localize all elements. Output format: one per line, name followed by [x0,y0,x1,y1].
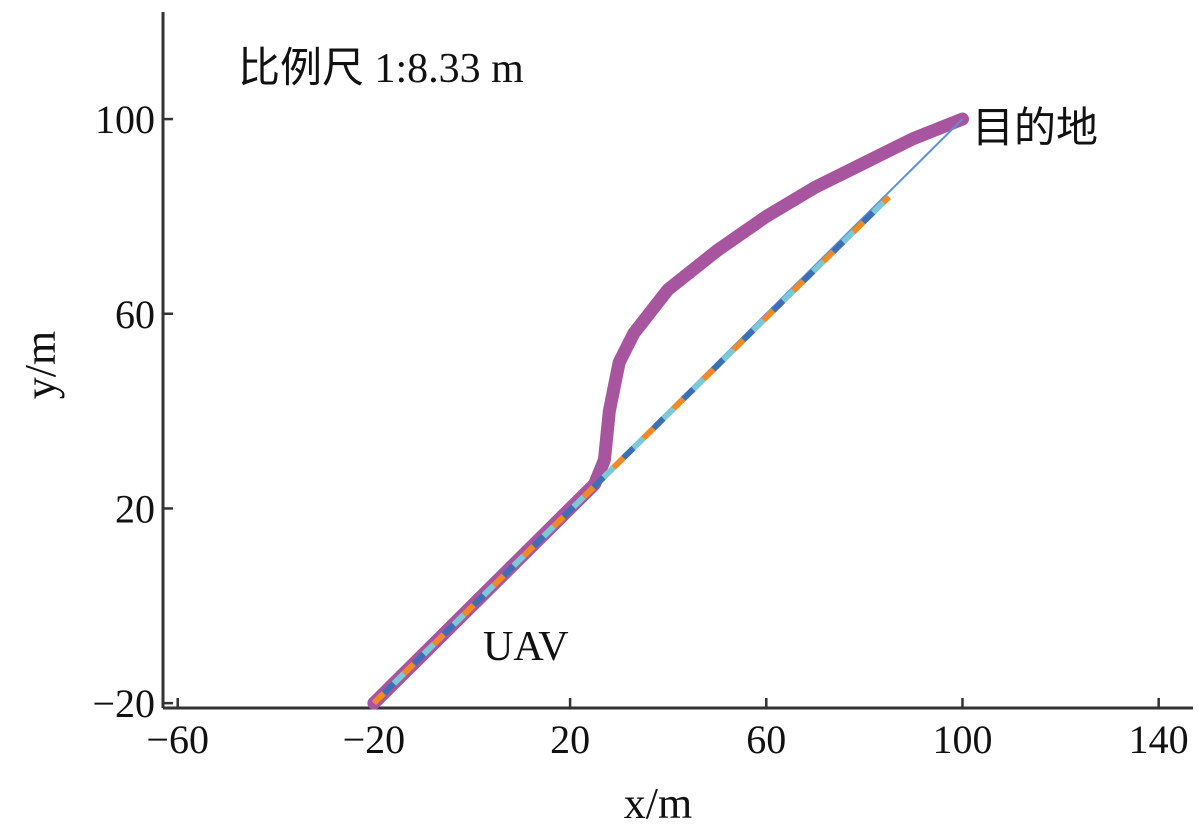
start-label: UAV [483,624,569,670]
x-tick-label: 100 [932,717,992,762]
x-tick-label: −20 [343,717,406,762]
y-axis-label: y/m [16,331,65,399]
series-layer [367,112,969,710]
y-tick-label: 20 [115,486,155,531]
x-axis-label: x/m [624,779,692,828]
scale-label: 比例尺 1:8.33 m [238,46,524,92]
axes [161,12,1193,710]
y-tick-label: 100 [95,97,155,142]
end-label: 目的地 [972,106,1098,152]
series-straight-path-dash [371,194,892,706]
x-tick-label: 60 [746,717,786,762]
x-tick-label: 140 [1129,717,1189,762]
y-tick-label: −20 [92,681,155,726]
series-straight-path-dash [371,194,892,706]
series-straight-path-dash [371,194,892,706]
x-tick-label: −60 [146,717,209,762]
x-tick-label: 20 [550,717,590,762]
y-tick-label: 60 [115,292,155,337]
